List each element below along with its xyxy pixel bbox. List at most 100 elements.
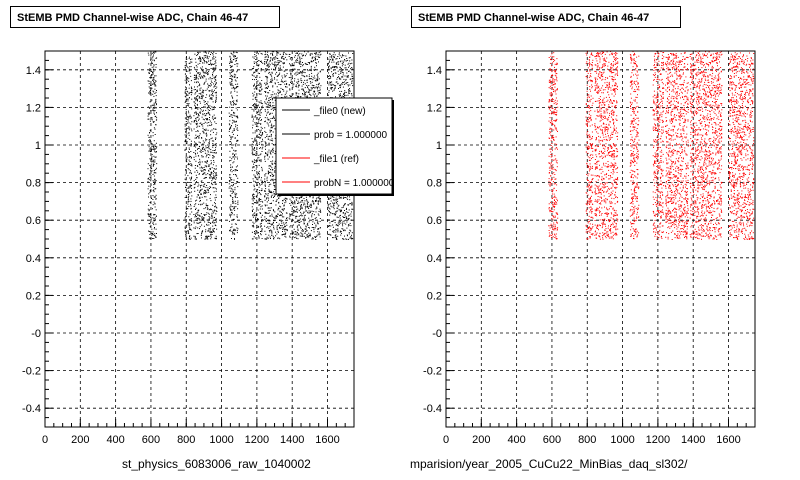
data-point [319, 71, 321, 73]
data-point [309, 233, 311, 235]
data-point [271, 62, 273, 64]
data-point [153, 51, 154, 53]
data-point [307, 86, 309, 88]
data-point [149, 120, 151, 122]
data-point [349, 229, 351, 231]
data-point [188, 87, 190, 89]
data-point [229, 72, 231, 74]
data-point [285, 92, 287, 94]
data-point [288, 53, 290, 55]
data-point [194, 98, 196, 100]
data-point [155, 85, 157, 87]
data-point [233, 75, 235, 77]
data-point [155, 124, 157, 125]
data-point [151, 157, 153, 159]
data-point [274, 77, 275, 79]
data-point [237, 203, 239, 205]
data-point [204, 60, 205, 62]
data-point [151, 117, 153, 119]
data-point [310, 78, 312, 80]
data-point [303, 230, 304, 232]
data-point [155, 64, 157, 65]
data-point [201, 70, 203, 72]
data-point [270, 238, 271, 239]
data-point [296, 225, 298, 227]
data-point [148, 177, 149, 179]
data-point [332, 196, 334, 198]
data-point [235, 206, 237, 208]
data-point [297, 82, 299, 84]
data-point [187, 103, 189, 105]
data-point [215, 128, 217, 130]
data-point [310, 82, 312, 84]
data-point [229, 190, 231, 192]
data-point [210, 52, 212, 54]
data-point [208, 165, 210, 167]
data-point [201, 124, 202, 126]
data-point [216, 228, 218, 230]
data-point [298, 202, 300, 204]
data-point [185, 86, 186, 88]
data-point [229, 174, 231, 176]
data-point [253, 105, 255, 107]
data-point [152, 190, 154, 192]
data-point [199, 200, 201, 202]
data-point [213, 144, 214, 146]
data-point [230, 62, 232, 63]
data-point [270, 108, 272, 110]
data-point [150, 163, 152, 165]
data-point [233, 179, 235, 181]
data-point [234, 156, 236, 158]
data-point [273, 125, 275, 127]
data-point [312, 237, 314, 239]
data-point [301, 235, 303, 237]
data-point [301, 197, 303, 198]
data-point [256, 85, 258, 87]
data-point [292, 212, 294, 214]
data-point [275, 95, 277, 97]
data-point [264, 141, 266, 143]
data-point [251, 114, 253, 116]
data-point [206, 199, 208, 201]
data-point [297, 229, 299, 231]
data-point [200, 185, 201, 187]
data-point [202, 114, 204, 116]
data-point [273, 115, 275, 117]
data-point [315, 200, 316, 202]
data-point [282, 231, 283, 232]
data-point [255, 221, 257, 223]
data-point [204, 104, 206, 106]
data-point [264, 158, 266, 160]
data-point [331, 87, 333, 89]
data-point [154, 206, 156, 208]
data-point [184, 65, 186, 66]
data-point [209, 64, 210, 65]
data-point [253, 222, 255, 224]
data-point [154, 113, 155, 115]
data-point [254, 180, 256, 182]
data-point [273, 174, 275, 176]
data-point [276, 233, 278, 235]
data-point [257, 84, 259, 86]
data-point [254, 153, 256, 155]
data-point [296, 92, 298, 94]
data-point [258, 186, 260, 188]
data-point [265, 84, 267, 86]
data-point [195, 214, 196, 216]
data-point [184, 117, 186, 119]
data-point [156, 57, 158, 59]
data-point [253, 67, 254, 69]
data-point [230, 178, 231, 180]
data-point [257, 172, 259, 174]
data-point [202, 146, 204, 148]
data-point [307, 62, 309, 63]
data-point [300, 201, 302, 203]
data-point [149, 226, 151, 228]
data-point [234, 104, 236, 106]
data-point [186, 56, 187, 58]
data-point [230, 58, 231, 60]
data-point [278, 67, 279, 69]
data-point [193, 121, 195, 122]
data-point [284, 83, 286, 85]
data-point [300, 77, 302, 79]
